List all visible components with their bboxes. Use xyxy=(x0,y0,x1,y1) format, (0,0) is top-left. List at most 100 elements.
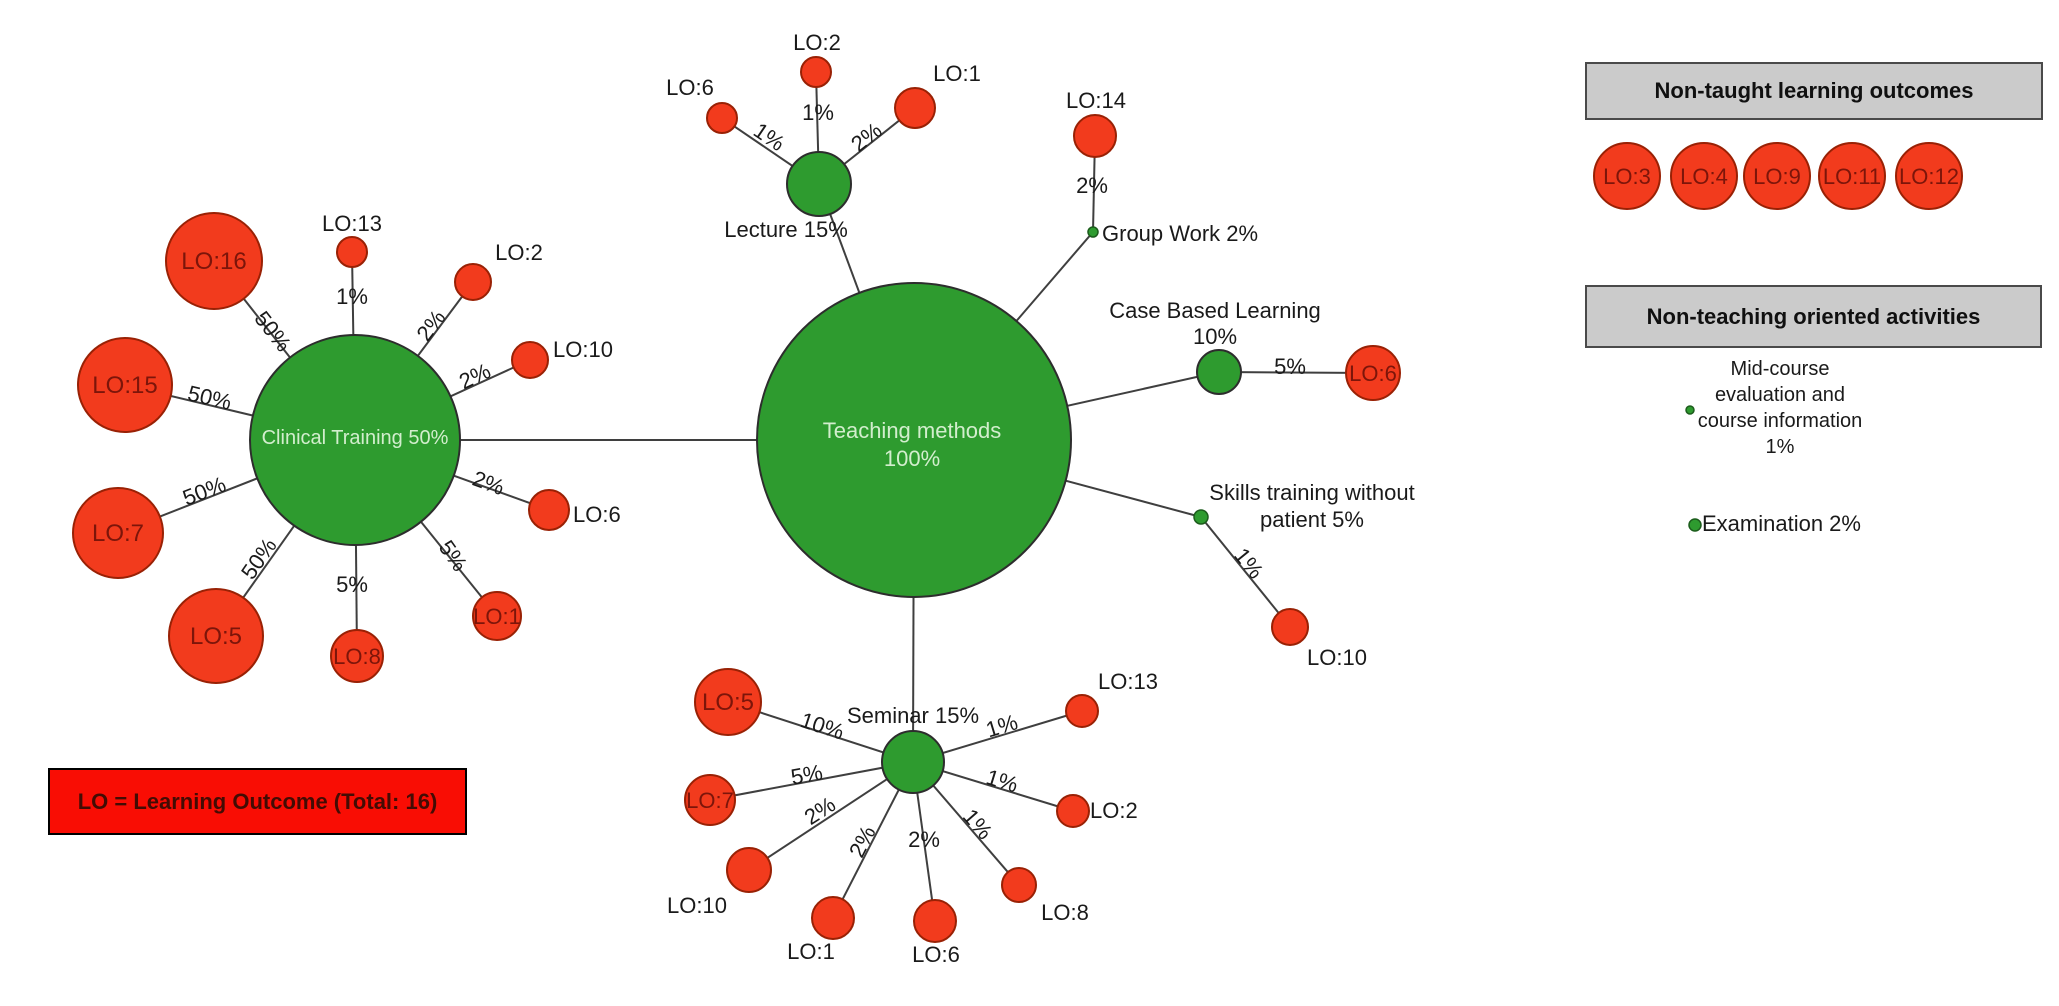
lo-6-lecture-circle xyxy=(706,102,738,134)
lo-2-seminar-circle xyxy=(1056,794,1090,828)
edge-percent-label: 2% xyxy=(846,117,886,156)
edge-percent-label: 2% xyxy=(844,822,881,862)
edge-percent-label: 2% xyxy=(800,792,840,830)
lo-7-seminar-label: LO:7 xyxy=(686,788,734,813)
lecture-label: Lecture 15% xyxy=(724,217,848,242)
lo-14-group-work-circle xyxy=(1073,114,1117,158)
lo-2-clinical-label: LO:2 xyxy=(495,240,543,265)
skills-training-circle xyxy=(1193,509,1209,525)
lo-7-clinical-circle xyxy=(72,487,164,579)
lo-4-panel-circle xyxy=(1670,142,1738,210)
edge-percent-label: 5% xyxy=(789,760,825,790)
lo-7-clinical-label: LO:7 xyxy=(92,520,144,547)
lo-2-lecture-label: LO:2 xyxy=(793,30,841,55)
midcourse-activity-label: Mid-course evaluation and course informa… xyxy=(1697,358,1863,458)
lo-14-group-work-label: LO:14 xyxy=(1066,88,1126,113)
lo-6-seminar-circle xyxy=(913,899,957,943)
lo-2-seminar-label: LO:2 xyxy=(1090,798,1138,823)
skills-training-label: Skills training without xyxy=(1209,480,1414,505)
edge-percent-label: 1% xyxy=(983,709,1021,742)
lo-10-clinical-label: LO:10 xyxy=(553,337,613,362)
non-teaching-activities-header: Non-teaching oriented activities xyxy=(1585,285,2042,348)
lo-1-clinical-circle xyxy=(472,591,522,641)
edge-percent-label: 1% xyxy=(749,118,789,157)
lo-11-panel-circle xyxy=(1818,142,1886,210)
group-work-label: Group Work 2% xyxy=(1102,221,1258,246)
edge-percent-label: 2% xyxy=(1076,173,1108,198)
lo-1-clinical-label: LO:1 xyxy=(473,604,521,629)
edge-percent-label: 50% xyxy=(236,533,282,583)
lo-6-clinical-circle xyxy=(528,489,570,531)
lo-16-clinical-label: LO:16 xyxy=(181,248,246,275)
lo-6-clinical-label: LO:6 xyxy=(573,502,621,527)
lo-13-seminar-circle xyxy=(1065,694,1099,728)
lo-12-panel-circle xyxy=(1895,142,1963,210)
case-based-learning-circle xyxy=(1196,349,1242,395)
seminar-circle xyxy=(881,730,945,794)
teaching-methods-circle xyxy=(756,282,1072,598)
examination-activity-label: Examination 2% xyxy=(1702,511,1861,536)
lo-9-panel-circle xyxy=(1743,142,1811,210)
lo-6-case-based-circle xyxy=(1345,345,1401,401)
edge-percent-label: 10% xyxy=(798,707,848,744)
lo-5-clinical-circle xyxy=(168,588,264,684)
lo-12-panel-label: LO:12 xyxy=(1899,164,1959,189)
examination-circle xyxy=(1688,518,1702,532)
lo-1-seminar-label: LO:1 xyxy=(787,939,835,964)
lo-8-seminar-circle xyxy=(1001,867,1037,903)
lo-10-seminar-label: LO:10 xyxy=(667,893,727,918)
clinical-training-label: Clinical Training 50% xyxy=(262,427,449,449)
edge-percent-label: 1% xyxy=(1229,543,1268,583)
edge-percent-label: 2% xyxy=(411,305,450,345)
lo-legend-box: LO = Learning Outcome (Total: 16) xyxy=(48,768,467,835)
case-based-learning-label: 10% xyxy=(1193,324,1237,349)
edge-percent-label: 1% xyxy=(802,100,834,125)
lo-9-panel-label: LO:9 xyxy=(1753,164,1801,189)
lo-6-seminar-label: LO:6 xyxy=(912,942,960,967)
lo-15-clinical-circle xyxy=(77,337,173,433)
lo-7-seminar-circle xyxy=(684,774,736,826)
lo-legend-label: LO = Learning Outcome (Total: 16) xyxy=(77,788,438,814)
non-taught-outcomes-title: Non-taught learning outcomes xyxy=(1654,78,1974,103)
teaching-methods-label: Teaching methods xyxy=(823,418,1002,443)
lo-3-panel-label: LO:3 xyxy=(1603,164,1651,189)
lo-3-panel-circle xyxy=(1593,142,1661,210)
lo-8-clinical-label: LO:8 xyxy=(333,644,381,669)
edge-line xyxy=(709,761,914,801)
edge-percent-label: 2% xyxy=(455,358,494,394)
lo-13-seminar-label: LO:13 xyxy=(1098,669,1158,694)
edge-percent-label: 5% xyxy=(434,536,473,576)
lo-8-clinical-circle xyxy=(330,629,384,683)
lo-5-seminar-circle xyxy=(694,668,762,736)
lo-1-seminar-circle xyxy=(811,896,855,940)
teaching-methods-label: 100% xyxy=(884,446,940,471)
non-teaching-activities-title: Non-teaching oriented activities xyxy=(1646,303,1981,329)
group-work-circle xyxy=(1087,226,1099,238)
edge-percent-label: 5% xyxy=(1274,354,1306,379)
non-taught-outcomes-header: Non-taught learning outcomes xyxy=(1585,62,2043,120)
edge-line xyxy=(1200,516,1291,628)
skills-training-label: patient 5% xyxy=(1260,507,1364,532)
lo-10-skills-circle xyxy=(1271,608,1309,646)
edge-percent-label: 5% xyxy=(336,572,368,597)
edge-percent-label: 1% xyxy=(336,284,368,309)
edge-percent-label: 2% xyxy=(908,827,940,852)
lo-5-clinical-label: LO:5 xyxy=(190,623,242,650)
seminar-label: Seminar 15% xyxy=(847,703,979,728)
lo-16-clinical-circle xyxy=(165,212,263,310)
lo-13-clinical-label: LO:13 xyxy=(322,211,382,236)
lo-15-clinical-label: LO:15 xyxy=(92,372,157,399)
lo-2-clinical-circle xyxy=(454,263,492,301)
lo-5-seminar-label: LO:5 xyxy=(702,689,754,716)
lo-4-panel-label: LO:4 xyxy=(1680,164,1728,189)
lo-13-clinical-circle xyxy=(336,236,368,268)
edge-percent-label: 2% xyxy=(469,466,507,500)
edge-line xyxy=(748,761,914,871)
lo-6-lecture-label: LO:6 xyxy=(666,75,714,100)
clinical-training-circle xyxy=(249,334,461,546)
lo-8-seminar-label: LO:8 xyxy=(1041,900,1089,925)
lo-10-skills-label: LO:10 xyxy=(1307,645,1367,670)
